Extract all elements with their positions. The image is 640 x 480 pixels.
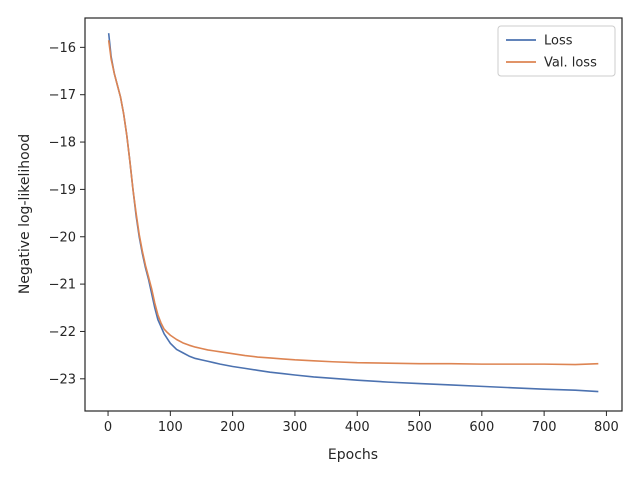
- y-axis: −16 −17 −18 −19 −20 −21 −22 −23: [49, 41, 85, 387]
- x-axis-label: Epochs: [328, 447, 378, 463]
- x-tick-label: 0: [104, 420, 112, 435]
- x-tick-label: 800: [594, 420, 619, 435]
- x-tick-label: 600: [469, 420, 494, 435]
- x-tick-label: 300: [283, 420, 308, 435]
- legend-entry: Loss: [544, 34, 573, 49]
- x-axis: 0 100 200 300 400 500 600 700 800: [104, 411, 619, 435]
- y-tick-label: −23: [49, 372, 76, 387]
- x-tick-label: 700: [532, 420, 557, 435]
- legend: Loss Val. loss: [497, 25, 616, 77]
- y-tick-label: −17: [49, 88, 76, 103]
- x-tick-label: 400: [345, 420, 370, 435]
- y-tick-label: −20: [49, 230, 76, 245]
- y-tick-label: −19: [49, 183, 76, 198]
- series-layer: [107, 33, 599, 393]
- y-tick-label: −18: [49, 136, 76, 151]
- x-tick-label: 500: [407, 420, 432, 435]
- y-tick-label: −21: [49, 278, 76, 293]
- plot-area: [84, 17, 623, 412]
- x-tick-label: 100: [158, 420, 183, 435]
- y-tick-label: −22: [49, 325, 76, 340]
- y-axis-label: Negative log-likelihood: [17, 134, 33, 294]
- plot-frame: [84, 17, 623, 412]
- legend-box: [497, 25, 616, 77]
- x-tick-label: 200: [220, 420, 245, 435]
- legend-entry: Val. loss: [544, 56, 597, 71]
- y-tick-label: −16: [49, 41, 76, 56]
- series-line-val-loss: [107, 40, 599, 366]
